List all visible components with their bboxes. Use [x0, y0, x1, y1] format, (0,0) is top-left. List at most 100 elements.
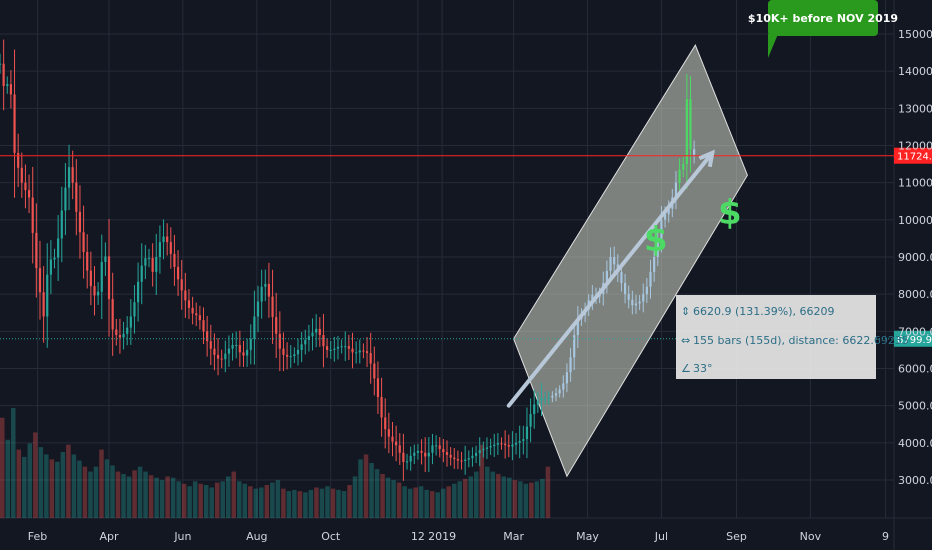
candle-body	[514, 442, 518, 445]
candle-body	[518, 440, 521, 443]
candle-body	[402, 452, 405, 463]
candle-body	[235, 344, 238, 346]
volume-bar	[115, 471, 121, 518]
candle-body	[613, 257, 616, 265]
candle-body	[438, 445, 441, 450]
candle-body	[529, 414, 532, 427]
candle-body	[144, 258, 147, 266]
candle-body	[191, 307, 194, 314]
candle-body	[187, 300, 191, 308]
trend-arrow-line	[506, 150, 715, 408]
volume-bar	[496, 474, 501, 518]
candle-body	[685, 99, 688, 165]
candle-body	[118, 335, 122, 338]
y-tick-label: 13000.0	[898, 102, 932, 115]
candle-body	[64, 187, 67, 211]
volume-bar	[402, 486, 407, 518]
candle-body	[547, 397, 550, 399]
candle-body	[0, 63, 2, 65]
candle-body	[656, 238, 659, 257]
candle-body	[49, 259, 52, 275]
volume-bar	[237, 481, 242, 518]
candle-body	[31, 197, 34, 233]
candle-body	[453, 457, 456, 460]
candle-body	[507, 445, 510, 447]
candle-body	[358, 350, 361, 353]
callout-pointer	[768, 34, 778, 58]
candle-body	[627, 294, 630, 300]
candle-body	[256, 301, 260, 317]
candle-body	[554, 393, 558, 396]
volume-bar	[358, 459, 363, 518]
measure-line-1: 6620.9 (131.39%), 66209	[693, 305, 835, 318]
x-tick-label: Mar	[503, 530, 524, 543]
candle-body	[20, 167, 23, 183]
volume-bar	[231, 471, 237, 518]
volume-bar	[424, 489, 429, 518]
candle-body	[180, 279, 183, 291]
volume-bar	[325, 486, 330, 518]
candle-body	[623, 283, 627, 295]
candle-body	[398, 445, 401, 453]
volume-bar	[468, 476, 474, 518]
candle-body	[275, 317, 278, 334]
candle-body	[689, 99, 692, 150]
candle-body	[551, 395, 554, 398]
candle-body	[67, 167, 71, 188]
candle-body	[78, 211, 82, 233]
candle-body	[605, 270, 609, 284]
candle-body	[638, 301, 641, 304]
y-tick-label: 4000.0	[898, 437, 932, 450]
candle-body	[369, 353, 372, 364]
volume-bar	[22, 456, 27, 518]
candle-body	[660, 219, 663, 239]
volume-bar	[396, 482, 402, 518]
candle-body	[166, 236, 169, 243]
volume-bar	[93, 466, 99, 518]
volume-bar	[209, 487, 214, 518]
candle-body	[347, 346, 350, 349]
candle-body	[504, 443, 507, 446]
volume-bar	[137, 466, 143, 518]
candle-body	[38, 268, 42, 293]
candle-body	[238, 344, 241, 353]
candle-body	[329, 349, 332, 351]
candle-body	[224, 353, 227, 360]
candle-body	[213, 348, 216, 355]
candle-body	[482, 448, 485, 451]
volume-bar	[99, 449, 104, 518]
measure-box[interactable]: ⇕ 6620.9 (131.39%), 66209 ⇔ 155 bars (15…	[676, 295, 909, 379]
candle-body	[387, 429, 390, 437]
candle-body	[176, 266, 180, 280]
candle-body	[307, 336, 311, 341]
candle-body	[667, 208, 670, 215]
volume-bar	[253, 488, 259, 518]
candle-body	[333, 348, 336, 350]
volume-bar	[457, 481, 462, 518]
volume-bar	[363, 454, 369, 518]
volume-bar	[429, 491, 435, 518]
volume-bar	[88, 471, 93, 518]
candle-body	[558, 389, 561, 394]
candle-body	[169, 242, 172, 254]
volume-bar	[60, 452, 66, 518]
channel-drawing[interactable]	[513, 44, 748, 478]
volume-bar	[220, 481, 225, 518]
volume-bar	[474, 471, 479, 518]
candle-body	[136, 281, 140, 303]
candle-body	[42, 292, 45, 317]
volume-bar	[336, 489, 341, 518]
volume-bar	[203, 485, 209, 518]
candle-body	[663, 214, 667, 220]
volume-bar	[192, 481, 198, 518]
candle-body	[129, 316, 132, 328]
volume-bar	[77, 460, 82, 518]
target-callout[interactable]: $10K+ before NOV 2019	[748, 0, 898, 58]
volume-bar	[341, 491, 347, 518]
volume-bar	[391, 480, 396, 518]
candle-body	[27, 190, 31, 198]
volume-bar	[181, 483, 187, 518]
measure-line-3: 33°	[693, 362, 713, 375]
trend-arrow-head	[698, 149, 715, 168]
